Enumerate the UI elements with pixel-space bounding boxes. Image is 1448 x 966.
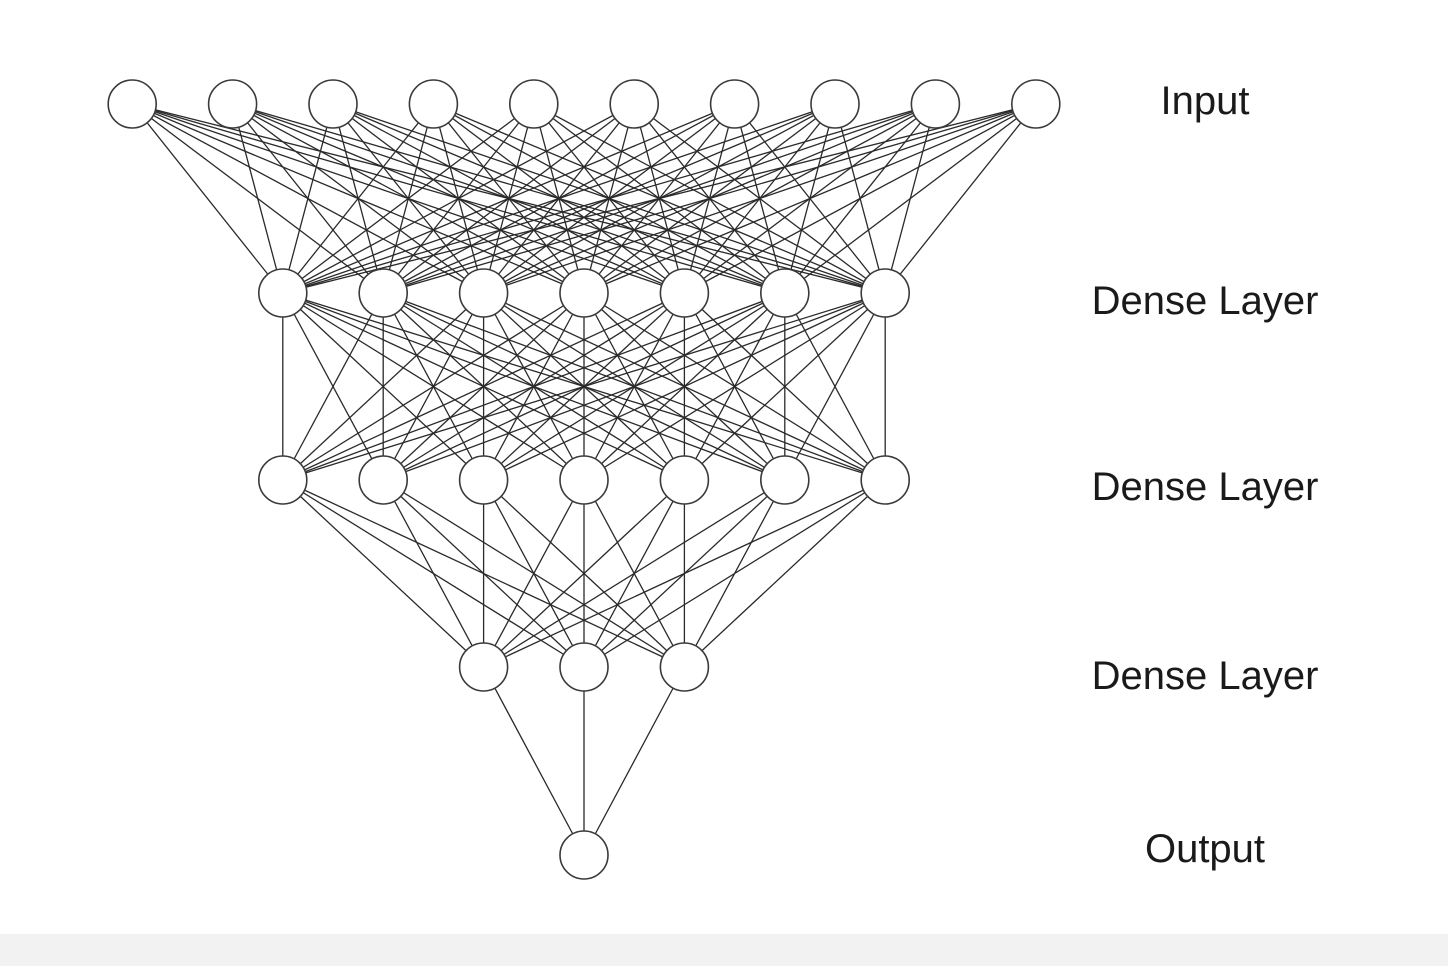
edge-l2-n5-to-l3-n0 [483,479,786,668]
node-layer-1-2 [458,268,509,318]
layer-label-dense-1: Dense Layer [1091,279,1319,323]
edge-l0-n9-to-l1-n1 [383,103,1036,294]
node-layer-1-0 [257,268,308,318]
edge-l1-n6-to-l2-n2 [483,292,886,481]
edge-l2-n4-to-l3-n0 [483,479,685,668]
edge-l1-n6-to-l2-n3 [583,292,886,481]
node-layer-3-1 [559,642,609,692]
layer-label-input: Input [1160,79,1250,123]
edge-l0-n2-to-l1-n0 [282,103,334,294]
edge-l0-n3-to-l1-n0 [282,103,434,294]
node-layer-0-8 [910,79,961,129]
edge-l2-n1-to-l3-n0 [382,479,485,668]
edge-l1-n6-to-l2-n4 [683,292,886,481]
edge-l2-n6-to-l3-n2 [683,479,886,668]
edge-l1-n2-to-l2-n0 [282,292,485,481]
node-layer-2-4 [659,455,710,505]
node-layer-2-0 [257,455,308,505]
node-layer-2-2 [458,455,509,505]
edge-l0-n8-to-l1-n0 [282,103,936,294]
layer-label-output: Output [1144,827,1266,871]
node-layer-2-1 [358,455,409,505]
edge-l2-n0-to-l3-n0 [282,479,485,668]
edge-l2-n6-to-l3-n1 [583,479,886,668]
edge-l0-n9-to-l1-n6 [884,103,1037,294]
node-layer-0-1 [207,79,258,129]
node-layer-1-6 [860,268,911,318]
edge-l0-n9-to-l1-n5 [784,103,1037,294]
node-layer-0-3 [408,79,459,129]
edge-l2-n3-to-l3-n0 [483,479,585,668]
node-layer-0-4 [508,79,559,129]
network-nodes [107,79,1061,880]
node-layer-2-3 [559,455,609,505]
edge-l1-n3-to-l2-n0 [282,292,585,481]
node-layer-0-5 [609,79,660,129]
edge-l1-n4-to-l2-n0 [282,292,685,481]
node-layer-1-4 [659,268,710,318]
edge-l3-n0-to-l4-n0 [483,666,585,856]
edge-l0-n0-to-l1-n0 [131,103,284,294]
edge-l0-n9-to-l1-n4 [684,103,1037,294]
layer-label-dense-3: Dense Layer [1091,654,1319,698]
bottom-strip [0,934,1448,966]
node-layer-3-2 [659,642,710,692]
edge-l0-n9-to-l1-n0 [282,103,1036,294]
edge-l1-n6-to-l2-n5 [784,292,886,481]
neural-network-diagram [107,79,1061,880]
node-layer-0-6 [709,79,760,129]
edge-l0-n9-to-l1-n3 [583,103,1037,294]
edge-l1-n5-to-l2-n0 [282,292,786,481]
node-layer-3-0 [458,642,509,692]
node-layer-0-0 [107,79,157,129]
edge-l0-n1-to-l1-n0 [231,103,284,294]
node-layer-4-0 [559,830,609,880]
node-layer-2-5 [759,455,810,505]
node-layer-2-6 [860,455,911,505]
node-layer-1-3 [559,268,609,318]
node-layer-0-9 [1011,79,1061,129]
layer-label-dense-2: Dense Layer [1091,465,1319,509]
edge-l3-n2-to-l4-n0 [583,666,685,856]
edge-l1-n6-to-l2-n1 [382,292,886,481]
edge-l0-n5-to-l1-n0 [282,103,635,294]
edge-l1-n6-to-l2-n0 [282,292,886,481]
node-layer-1-1 [358,268,409,318]
node-layer-0-7 [810,79,860,129]
connection-edges [131,103,1037,856]
edge-l0-n9-to-l1-n2 [483,103,1037,294]
node-layer-0-2 [308,79,358,129]
node-layer-1-5 [759,268,810,318]
edge-l0-n4-to-l1-n0 [282,103,535,294]
edge-l0-n7-to-l1-n0 [282,103,836,294]
edge-l0-n6-to-l1-n0 [282,103,735,294]
edge-l1-n1-to-l2-n0 [282,292,384,481]
edge-l2-n6-to-l3-n0 [483,479,886,668]
